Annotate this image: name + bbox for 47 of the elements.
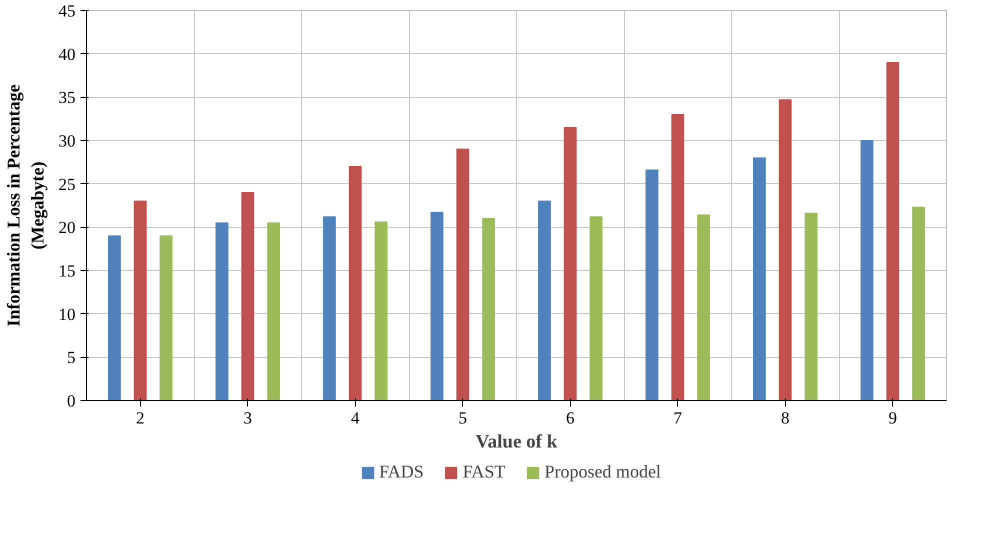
- bar: [348, 166, 362, 400]
- y-tick-label: 25: [58, 174, 76, 194]
- bar: [804, 212, 818, 400]
- y-tick-label: 40: [58, 44, 76, 64]
- bar: [564, 127, 577, 400]
- bar: [430, 212, 444, 400]
- bar: [778, 99, 792, 400]
- bar: [590, 216, 602, 400]
- bar: [646, 169, 658, 400]
- bar: [108, 235, 121, 400]
- x-axis-title: Value of k: [476, 432, 558, 452]
- bar: [860, 140, 874, 400]
- bar: [267, 222, 280, 400]
- x-tick-label: 9: [888, 408, 897, 428]
- bar: [374, 221, 388, 400]
- x-tick-label: 4: [351, 408, 360, 428]
- bar: [456, 148, 470, 400]
- legend-label: FAST: [462, 462, 506, 482]
- y-tick-label: 0: [67, 392, 76, 410]
- legend-label: FADS: [379, 462, 424, 482]
- bar: [323, 216, 336, 400]
- bar: [134, 200, 147, 400]
- x-tick-label: 3: [244, 408, 252, 428]
- bar: [241, 192, 254, 400]
- x-tick-label: 5: [458, 408, 467, 428]
- y-tick-label: 20: [58, 218, 76, 238]
- bar: [538, 200, 551, 400]
- x-tick-label: 6: [566, 408, 574, 428]
- bar: [753, 157, 766, 400]
- x-tick-label: 7: [674, 408, 682, 428]
- x-tick-label: 8: [781, 408, 790, 428]
- x-tick-label: 2: [136, 408, 144, 428]
- bar: [697, 214, 710, 400]
- y-tick-label: 5: [67, 348, 76, 368]
- bar: [216, 222, 228, 400]
- bar: [160, 235, 172, 400]
- bar: [671, 114, 684, 400]
- y-tick-label: 10: [58, 304, 76, 324]
- legend-label: Proposed model: [544, 462, 661, 482]
- y-axis-title: Information Loss in Percentage (Megabyte): [4, 84, 48, 327]
- y-tick-label: 35: [58, 88, 76, 108]
- bar: [886, 62, 900, 400]
- y-tick-label: 15: [58, 262, 76, 280]
- bar: [482, 218, 495, 400]
- y-tick-label: 45: [58, 2, 76, 20]
- bar: [912, 206, 925, 400]
- y-tick-label: 30: [58, 132, 76, 150]
